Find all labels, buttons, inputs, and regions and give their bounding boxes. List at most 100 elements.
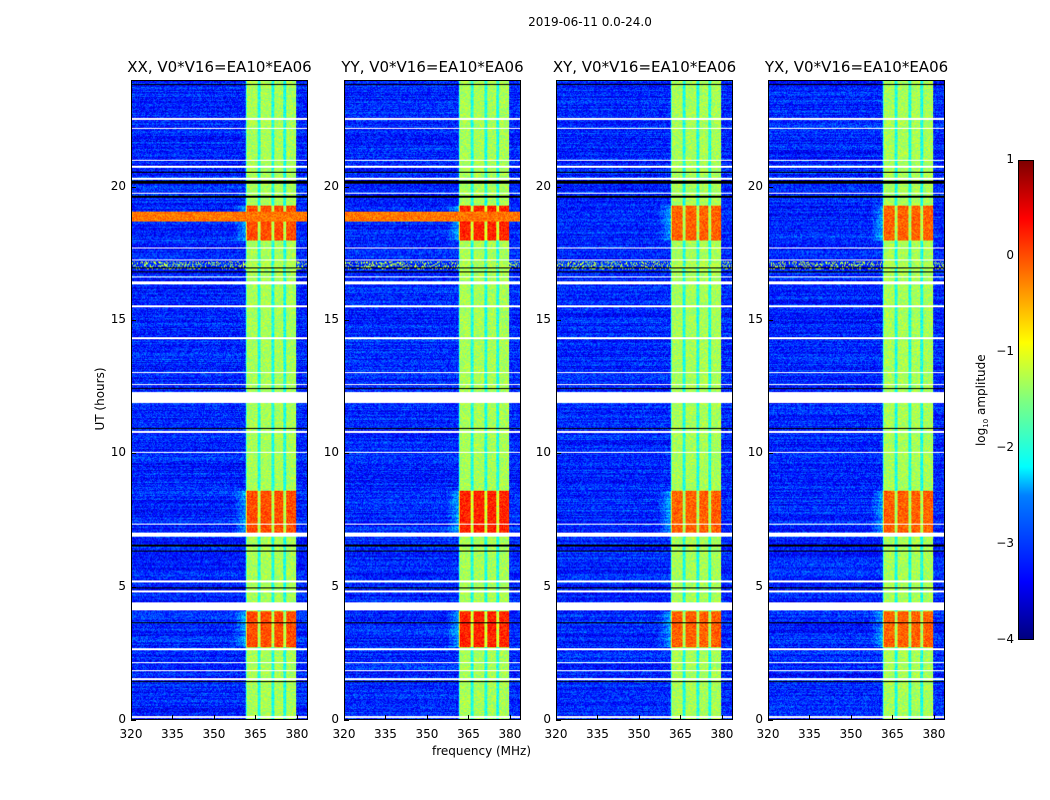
x-tick-mark [255, 715, 257, 720]
y-tick-mark [344, 586, 349, 588]
x-tick-mark [385, 715, 387, 720]
x-tick-label: 320 [332, 727, 356, 741]
x-tick-mark [597, 715, 599, 720]
panel-title: XX, V0*V16=EA10*EA06 [127, 58, 312, 76]
y-tick-mark [768, 453, 773, 455]
y-tick-mark [556, 320, 561, 321]
x-tick-mark [721, 715, 723, 720]
x-tick-mark [509, 715, 511, 720]
y-tick-label: 5 [755, 578, 763, 593]
y-tick-label: 0 [118, 712, 126, 726]
panel-xx: XX, V0*V16=EA10*EA06 0 5 10 15 20 320 335 350 365… [111, 58, 312, 741]
colorbar-tick-label: −1 [996, 344, 1014, 358]
x-tick-label: 365 [881, 727, 904, 741]
x-tick-mark [296, 715, 298, 720]
y-tick-mark [131, 453, 136, 455]
y-tick-mark [768, 586, 773, 588]
y-tick-mark [768, 320, 773, 321]
colorbar-tick-label: 0 [1006, 248, 1014, 262]
y-tick-mark [768, 720, 773, 721]
y-tick-label: 0 [331, 712, 339, 726]
x-tick-label: 320 [756, 727, 780, 741]
y-tick-label: 10 [323, 445, 339, 460]
y-tick-mark [556, 453, 561, 455]
figure-title: 2019-06-11 0.0-24.0 [528, 15, 652, 29]
y-tick-label: 20 [110, 178, 126, 193]
x-tick-mark [809, 715, 811, 720]
x-tick-label: 350 [415, 727, 439, 741]
x-tick-mark [933, 715, 935, 720]
y-tick-mark [556, 720, 561, 721]
y-tick-label: 5 [331, 578, 339, 593]
colorbar-tick-label: −2 [996, 440, 1014, 454]
x-tick-mark [426, 715, 428, 720]
y-tick-label: 15 [323, 312, 339, 326]
x-tick-label: 335 [586, 727, 609, 741]
x-tick-mark [213, 715, 215, 720]
panel-title: XY, V0*V16=EA10*EA06 [552, 58, 737, 76]
y-tick-label: 10 [110, 445, 126, 460]
x-tick-mark [850, 715, 852, 720]
x-axis-label: frequency (MHz) [432, 744, 532, 758]
x-tick-label: 380 [922, 727, 946, 741]
y-axis-label: UT (hours) [93, 367, 107, 431]
x-tick-label: 335 [374, 727, 397, 741]
y-tick-mark [556, 586, 561, 588]
colorbar [1018, 160, 1034, 640]
y-tick-label: 15 [110, 312, 126, 326]
panel-title: YX, V0*V16=EA10*EA06 [764, 58, 949, 76]
y-tick-mark [556, 186, 561, 188]
y-tick-label: 15 [535, 312, 551, 326]
y-tick-mark [131, 186, 136, 188]
x-tick-mark [131, 715, 132, 720]
y-tick-mark [768, 186, 773, 188]
y-tick-label: 5 [118, 578, 126, 593]
panel-title: YY, V0*V16=EA10*EA06 [341, 58, 524, 76]
x-tick-label: 335 [161, 727, 184, 741]
x-tick-mark [638, 715, 640, 720]
x-tick-label: 320 [544, 727, 568, 741]
x-tick-mark [556, 715, 557, 720]
y-tick-label: 20 [323, 178, 339, 193]
x-tick-label: 320 [119, 727, 143, 741]
y-tick-mark [344, 453, 349, 455]
y-tick-label: 10 [535, 445, 551, 460]
x-tick-label: 350 [627, 727, 651, 741]
x-tick-mark [680, 715, 682, 720]
y-tick-mark [131, 720, 136, 721]
x-tick-label: 350 [202, 727, 226, 741]
y-tick-label: 5 [543, 578, 551, 593]
x-tick-label: 365 [244, 727, 267, 741]
x-tick-label: 350 [839, 727, 863, 741]
y-tick-mark [344, 320, 349, 321]
y-tick-mark [131, 320, 136, 321]
x-tick-label: 365 [457, 727, 480, 741]
x-tick-label: 380 [710, 727, 734, 741]
x-tick-label: 335 [798, 727, 821, 741]
colorbar-label: log10 amplitude [973, 354, 991, 447]
y-tick-label: 20 [535, 178, 551, 193]
panel-yx: YX, V0*V16=EA10*EA06 0 5 10 15 20 320 335 350 365… [748, 58, 948, 741]
x-tick-mark [344, 715, 345, 720]
x-tick-label: 380 [285, 727, 309, 741]
y-tick-mark [344, 186, 349, 188]
colorbar-tick-label: −4 [996, 632, 1014, 646]
x-tick-label: 365 [669, 727, 692, 741]
heatmap-image [556, 80, 733, 720]
y-tick-label: 0 [543, 712, 551, 726]
y-tick-label: 15 [747, 312, 763, 326]
y-tick-label: 20 [747, 178, 763, 193]
y-tick-label: 10 [747, 445, 763, 460]
x-tick-mark [468, 715, 470, 720]
panel-yy: YY, V0*V16=EA10*EA06 0 5 10 15 20 320 335 350 365… [324, 58, 524, 741]
y-tick-mark [131, 586, 136, 588]
heatmap-image [131, 80, 308, 720]
heatmap-image [344, 80, 521, 720]
colorbar-tick-label: −3 [996, 536, 1014, 550]
x-tick-label: 380 [498, 727, 522, 741]
y-tick-label: 0 [755, 712, 763, 726]
heatmap-image [768, 80, 945, 720]
y-tick-mark [344, 720, 349, 721]
x-tick-mark [768, 715, 769, 720]
